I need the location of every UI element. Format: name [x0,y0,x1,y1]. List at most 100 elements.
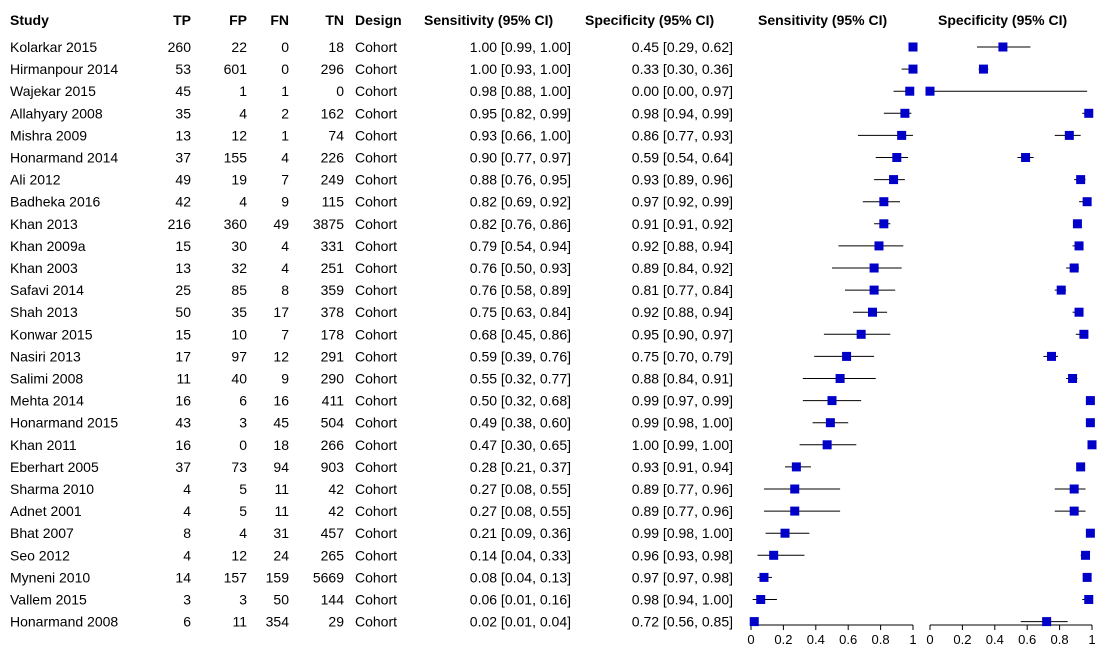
tn-value: 266 [321,437,345,453]
tp-value: 16 [175,437,191,453]
study-name: Hirmanpour 2014 [10,61,118,77]
header-sens-ci: Sensitivity (95% CI) [424,12,553,28]
header-tp: TP [173,12,191,28]
sensitivity-point-estimate [835,374,845,383]
tn-value: 331 [321,238,345,254]
specificity-ci-text: 0.93 [0.89, 0.96] [632,172,733,188]
specificity-point-estimate [1085,528,1095,538]
tp-value: 13 [175,260,191,276]
sensitivity-point-estimate [908,42,918,52]
tp-value: 3 [183,592,191,608]
sensitivity-ci-text: 0.27 [0.08, 0.55] [470,481,571,497]
fp-value: 40 [231,371,247,387]
study-name: Adnet 2001 [10,503,82,519]
fn-value: 18 [273,437,289,453]
sensitivity-forest-panel: 0 0.2 0.4 0.6 0.8 1 [747,42,918,647]
study-name: Mehta 2014 [10,393,84,409]
fp-value: 22 [231,39,247,55]
fp-value: 4 [239,194,247,210]
design-value: Cohort [355,592,397,608]
specificity-ci-text: 0.99 [0.98, 1.00] [632,415,733,431]
design-value: Cohort [355,150,397,166]
fn-value: 49 [273,216,289,232]
table-row: Honarmand 2015 43 3 45 504 Cohort 0.49 [0.38, … [10,415,733,431]
fp-value: 12 [231,127,247,143]
fn-value: 11 [274,503,289,519]
tn-value: 5669 [313,569,344,585]
fp-value: 97 [231,348,247,364]
specificity-ci-text: 0.93 [0.91, 0.94] [632,459,733,475]
fn-value: 1 [281,127,289,143]
design-value: Cohort [355,415,397,431]
tp-value: 216 [168,216,192,232]
header-design: Design [355,12,402,28]
study-name: Allahyary 2008 [10,105,103,121]
fp-value: 601 [224,61,248,77]
fp-value: 32 [231,260,247,276]
specificity-ci-text: 0.88 [0.84, 0.91] [632,371,733,387]
table-row: Sharma 2010 4 5 11 42 Cohort 0.27 [0.08, 0.55]… [10,481,733,497]
header-row: Study TP FP FN TN Design Sensitivity (95… [10,12,1067,28]
fn-value: 7 [281,326,289,342]
header-spec-ci: Specificity (95% CI) [585,12,714,28]
specificity-point-estimate [1074,241,1084,251]
tp-value: 15 [175,238,191,254]
tp-value: 4 [183,481,191,497]
study-name: Shah 2013 [10,304,78,320]
fp-value: 360 [224,216,248,232]
specificity-ci-text: 1.00 [0.99, 1.00] [632,437,733,453]
specificity-forest-panel: 0 0.2 0.4 0.6 0.8 1 [925,42,1097,647]
tn-value: 457 [321,525,345,541]
fp-value: 3 [239,415,247,431]
specificity-tick-label: 0 [926,632,933,647]
specificity-point-estimate [1047,351,1056,361]
header-sens-plot: Sensitivity (95% CI) [758,12,887,28]
specificity-point-estimate [1068,374,1078,383]
study-name: Vallem 2015 [10,592,87,608]
sensitivity-ci-text: 0.93 [0.66, 1.00] [470,127,571,143]
specificity-ci-text: 0.00 [0.00, 0.97] [632,83,733,99]
specificity-tick-label: 0.2 [953,632,971,647]
design-value: Cohort [355,614,397,630]
design-value: Cohort [355,459,397,475]
tn-value: 74 [328,127,344,143]
specificity-point-estimate [1085,396,1095,406]
fp-value: 10 [231,326,247,342]
tn-value: 144 [321,592,345,608]
study-name: Khan 2011 [10,437,77,453]
tn-value: 0 [336,83,344,99]
sensitivity-ci-text: 0.82 [0.69, 0.92] [470,194,571,210]
sensitivity-ci-text: 0.02 [0.01, 0.04] [470,614,571,630]
table-row: Mishra 2009 13 12 1 74 Cohort 0.93 [0.66, 1.00… [10,127,733,143]
fn-value: 1 [281,83,289,99]
sensitivity-tick-label: 0.4 [807,632,825,647]
sensitivity-ci-text: 0.76 [0.50, 0.93] [470,260,571,276]
specificity-ci-text: 0.89 [0.77, 0.96] [632,481,733,497]
table-row: Nasiri 2013 17 97 12 291 Cohort 0.59 [0.39, 0.… [10,348,733,364]
tp-value: 42 [175,194,191,210]
table-row: Khan 2009a 15 30 4 331 Cohort 0.79 [0.54, 0.94… [10,238,733,254]
design-value: Cohort [355,326,397,342]
specificity-point-estimate [1076,175,1086,185]
specificity-point-estimate [1082,197,1092,207]
specificity-point-estimate [1081,550,1091,560]
tp-value: 35 [175,105,191,121]
sensitivity-ci-text: 0.06 [0.01, 0.16] [470,592,571,608]
tp-value: 14 [175,569,191,585]
fn-value: 0 [281,39,289,55]
design-value: Cohort [355,282,397,298]
study-name: Eberhart 2005 [10,459,99,475]
sensitivity-point-estimate [879,197,889,207]
table-row: Wajekar 2015 45 1 1 0 Cohort 0.98 [0.88, 1.00]… [10,83,733,99]
fp-value: 4 [239,105,247,121]
sensitivity-point-estimate [897,130,907,140]
tn-value: 249 [321,172,345,188]
fp-value: 0 [239,437,247,453]
specificity-ci-text: 0.96 [0.93, 0.98] [632,547,733,563]
fn-value: 94 [273,459,289,475]
fp-value: 11 [232,614,247,630]
sensitivity-tick-label: 1 [909,632,916,647]
fp-value: 85 [231,282,247,298]
study-name: Honarmand 2015 [10,415,118,431]
sensitivity-point-estimate [908,64,918,74]
